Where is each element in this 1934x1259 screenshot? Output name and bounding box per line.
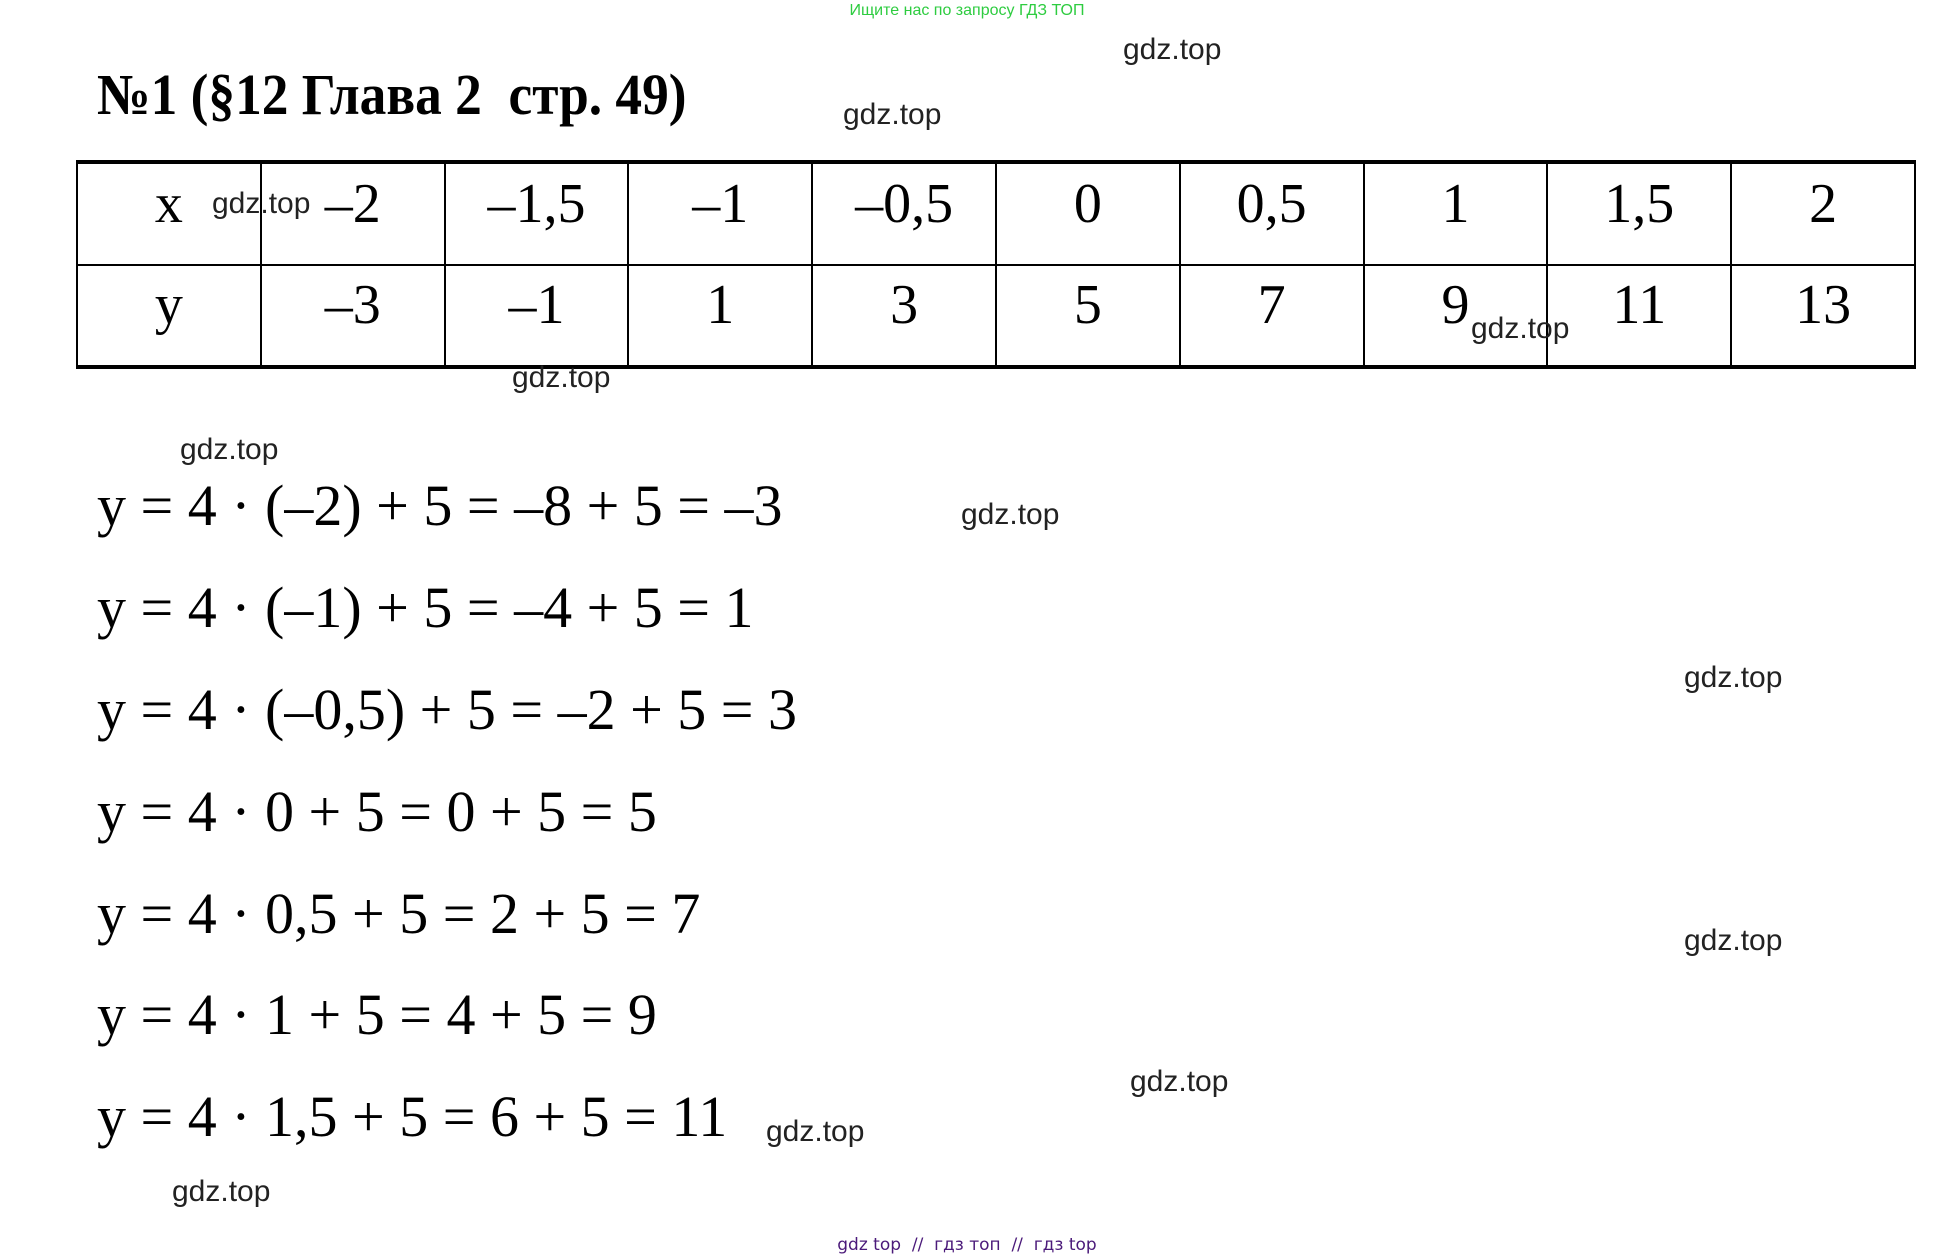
equation-line: y = 4 · 0 + 5 = 0 + 5 = 5 xyxy=(97,779,657,844)
watermark: gdz.top xyxy=(1123,33,1222,66)
table-row-y: y –3 –1 1 3 5 7 9 11 13 xyxy=(76,263,1916,369)
y-cell: 7 xyxy=(1178,263,1365,369)
x-cell: –0,5 xyxy=(811,160,997,266)
watermark: gdz.top xyxy=(961,498,1060,531)
x-cell: –1 xyxy=(627,160,814,266)
x-cell: 1 xyxy=(1362,160,1549,266)
y-cell: –1 xyxy=(443,263,630,369)
equation-line: y = 4 · (–1) + 5 = –4 + 5 = 1 xyxy=(97,575,754,640)
table-row-x: x –2 –1,5 –1 –0,5 0 0,5 1 1,5 2 xyxy=(76,160,1916,266)
x-cell: –1,5 xyxy=(443,160,630,266)
equation-line: y = 4 · 0,5 + 5 = 2 + 5 = 7 xyxy=(97,881,701,946)
page-title: №1 (§12 Глава 2 стр. 49) xyxy=(97,62,687,127)
row-label-x: x xyxy=(76,160,262,266)
watermark: gdz.top xyxy=(212,187,311,220)
search-banner[interactable]: Ищите нас по запросу ГДЗ ТОП xyxy=(849,2,1085,19)
row-label-y: y xyxy=(76,263,262,369)
footer-links[interactable]: gdz top // гдз топ // гдз top xyxy=(837,1235,1097,1255)
watermark: gdz.top xyxy=(512,361,611,394)
y-cell: –3 xyxy=(259,263,446,369)
y-cell: 5 xyxy=(994,263,1181,369)
y-cell: 11 xyxy=(1546,263,1733,369)
x-cell: 1,5 xyxy=(1546,160,1733,266)
equation-line: y = 4 · 1 + 5 = 4 + 5 = 9 xyxy=(97,982,657,1047)
watermark: gdz.top xyxy=(1130,1065,1229,1098)
watermark: gdz.top xyxy=(1684,924,1783,957)
watermark: gdz.top xyxy=(180,433,279,466)
y-cell: 13 xyxy=(1730,263,1916,369)
x-cell: 0 xyxy=(994,160,1181,266)
watermark: gdz.top xyxy=(766,1115,865,1148)
values-table: x –2 –1,5 –1 –0,5 0 0,5 1 1,5 2 y –3 –1 … xyxy=(76,160,1916,369)
equation-line: y = 4 · 1,5 + 5 = 6 + 5 = 11 xyxy=(97,1084,728,1149)
y-cell: 9 xyxy=(1362,263,1549,369)
watermark: gdz.top xyxy=(172,1175,271,1208)
equation-line: y = 4 · (–0,5) + 5 = –2 + 5 = 3 xyxy=(97,677,797,742)
equation-line: y = 4 · (–2) + 5 = –8 + 5 = –3 xyxy=(97,473,783,538)
watermark: gdz.top xyxy=(1684,661,1783,694)
x-cell: 2 xyxy=(1730,160,1916,266)
watermark: gdz.top xyxy=(843,98,942,131)
x-cell: –2 xyxy=(259,160,446,266)
y-cell: 1 xyxy=(627,263,814,369)
y-cell: 3 xyxy=(811,263,997,369)
watermark: gdz.top xyxy=(1471,312,1570,345)
x-cell: 0,5 xyxy=(1178,160,1365,266)
